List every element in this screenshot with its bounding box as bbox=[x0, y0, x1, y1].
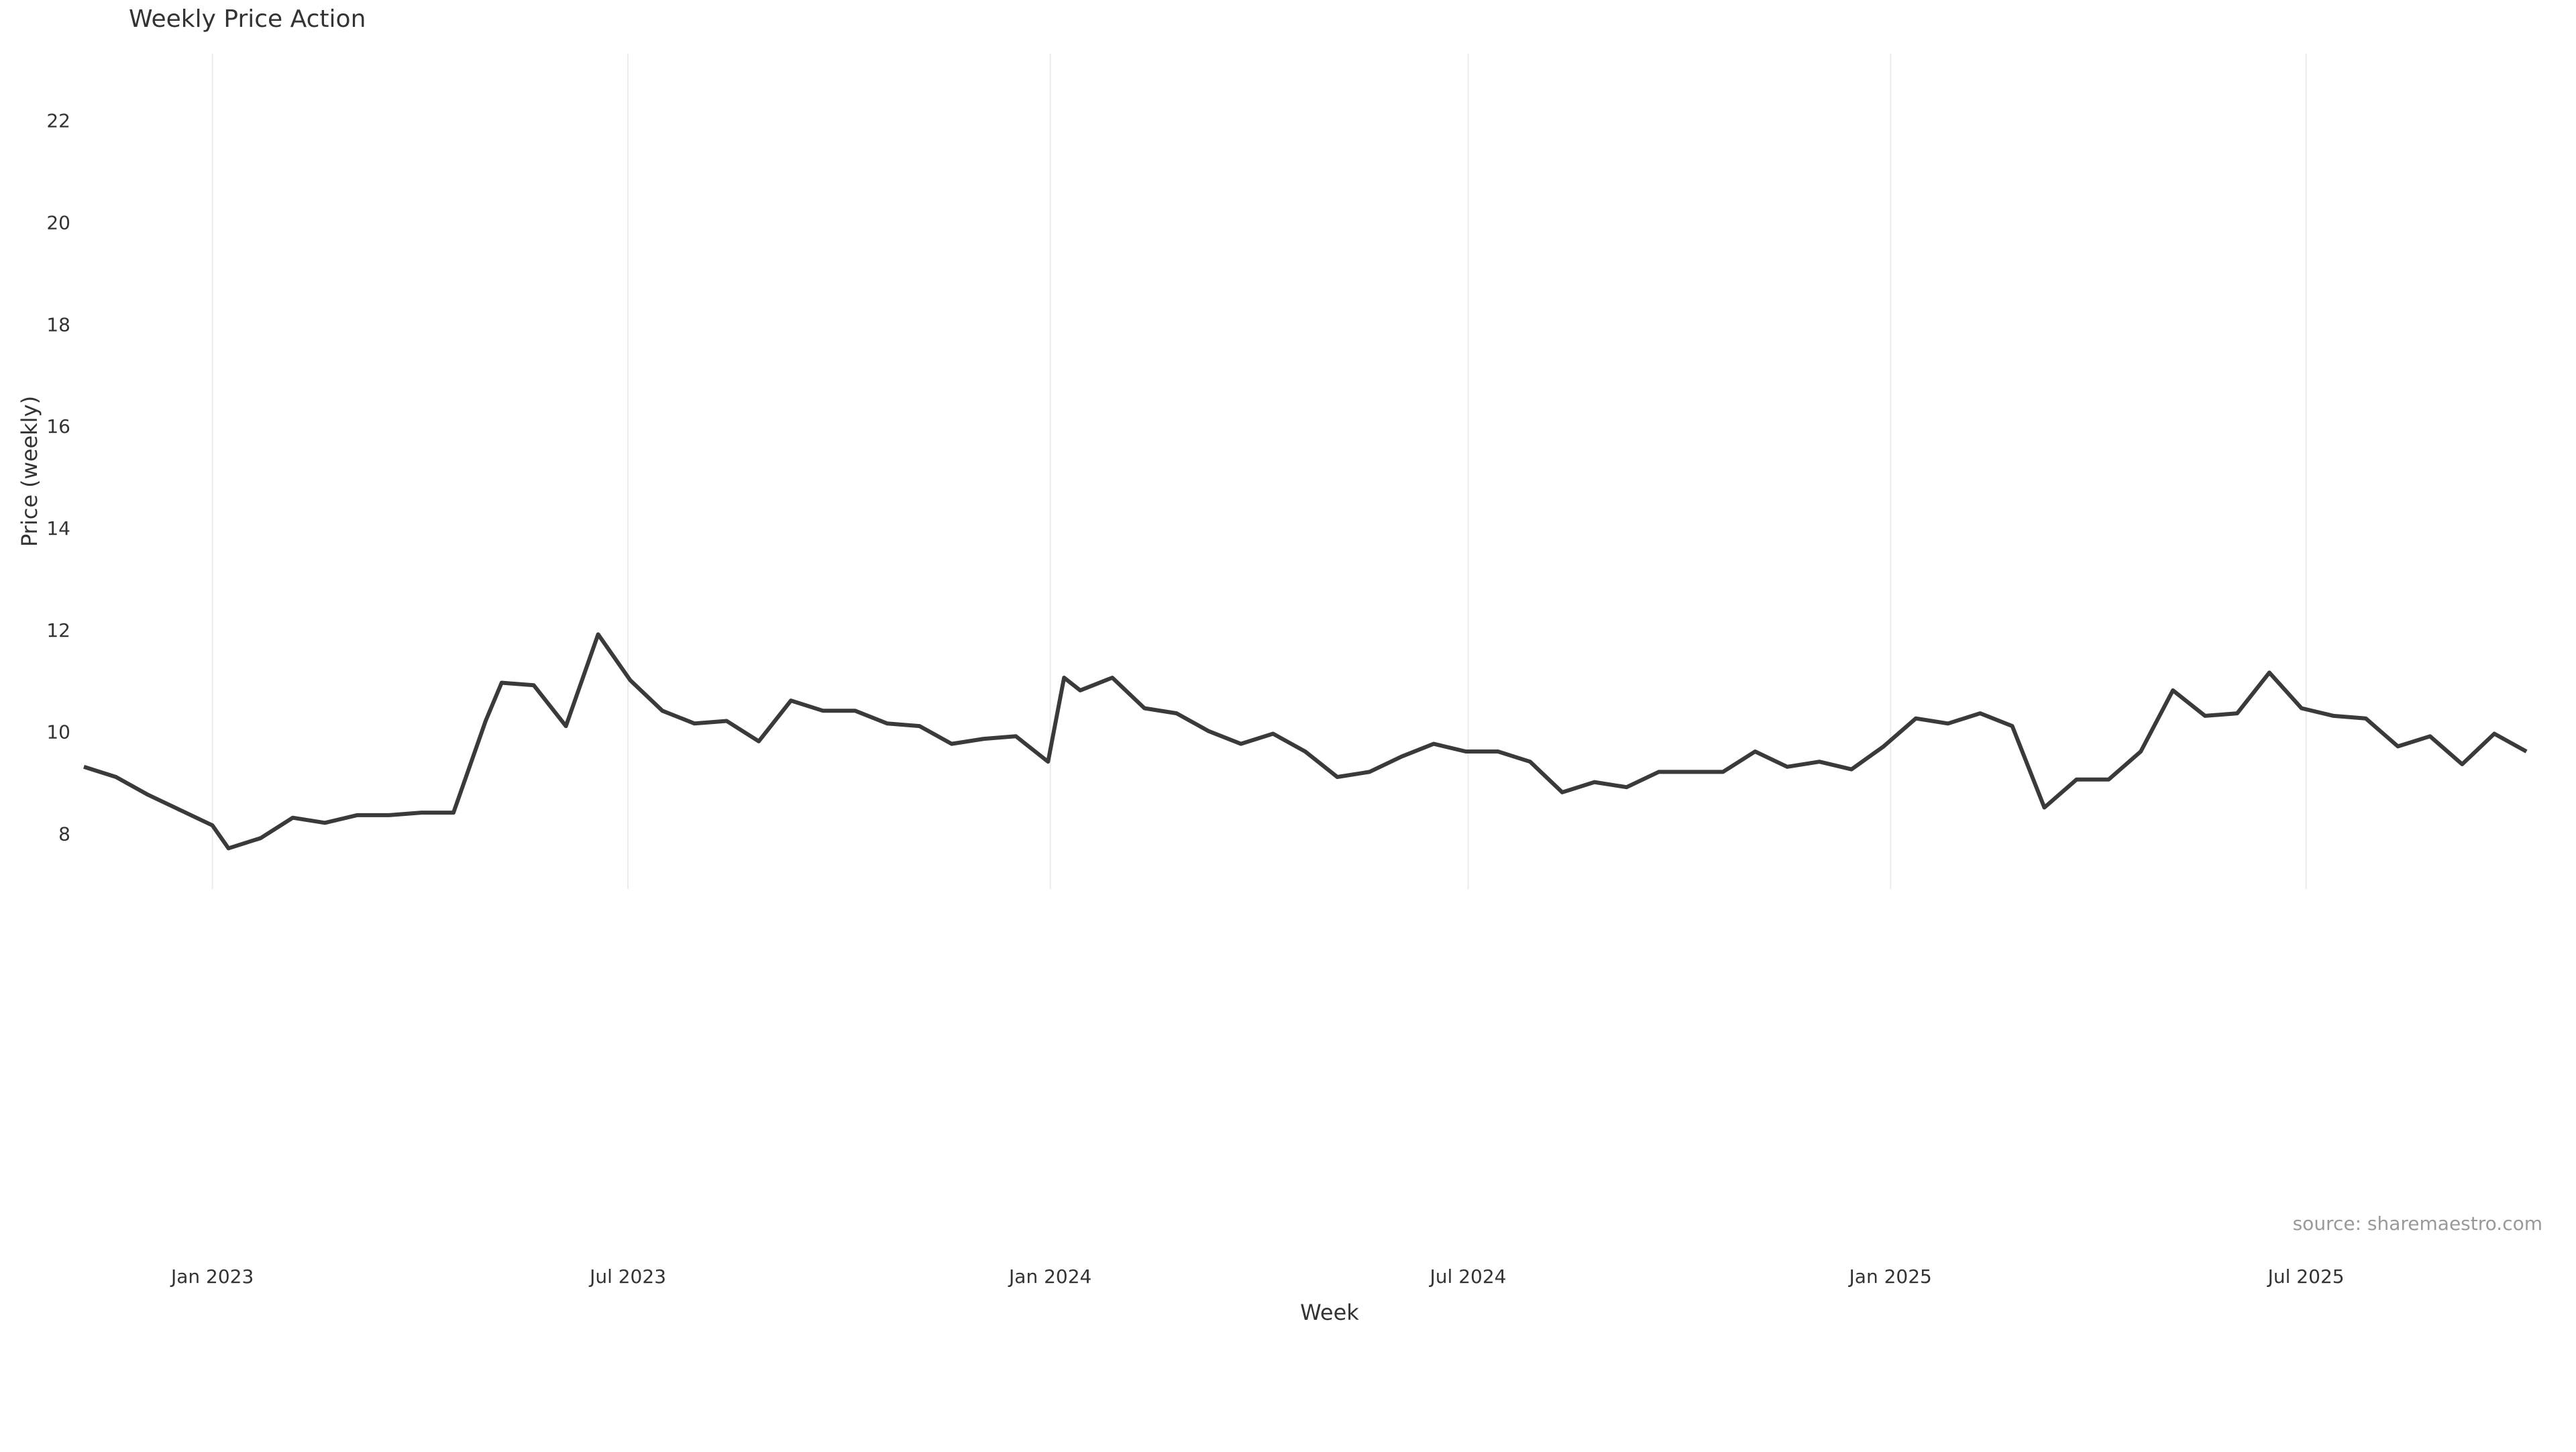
series-line-weekly-close bbox=[83, 632, 2528, 851]
x-tick-label: Jul 2025 bbox=[2267, 1265, 2345, 1288]
x-tick-label: Jan 2025 bbox=[1848, 1265, 1932, 1288]
price-y-tick-label: 22 bbox=[46, 110, 70, 132]
price-y-tick-label: 18 bbox=[46, 313, 70, 335]
x-tick-label: Jul 2023 bbox=[588, 1265, 666, 1288]
x-tick-label: Jan 2024 bbox=[1008, 1265, 1091, 1288]
x-tick-label: Jul 2024 bbox=[1429, 1265, 1507, 1288]
price-y-tick-label: 16 bbox=[46, 415, 70, 437]
price-y-tick-label: 10 bbox=[46, 721, 70, 743]
x-axis-label: Week bbox=[1300, 1300, 1359, 1325]
price-y-axis-label: Price (weekly) bbox=[17, 396, 42, 547]
source-note: source: sharemaestro.com bbox=[2293, 1212, 2542, 1235]
price-y-tick-label: 12 bbox=[46, 619, 70, 641]
price-y-tick-label: 8 bbox=[58, 823, 70, 845]
price-y-tick-label: 14 bbox=[46, 517, 70, 539]
x-tick-label: Jan 2023 bbox=[170, 1265, 254, 1288]
price-y-tick-label: 20 bbox=[46, 212, 70, 234]
chart-title: Weekly Price Action bbox=[129, 5, 366, 33]
